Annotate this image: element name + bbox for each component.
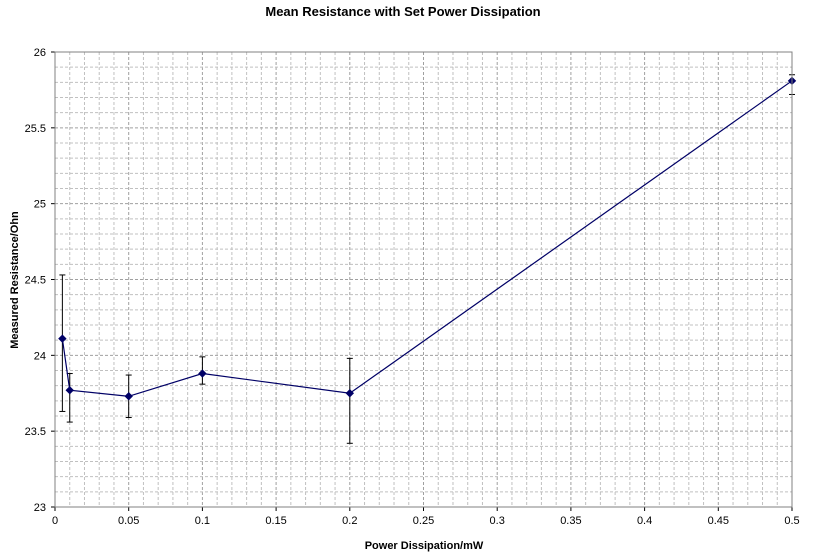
y-tick-label: 26 bbox=[34, 47, 46, 59]
x-tick-label: 0.4 bbox=[637, 515, 652, 527]
data-markers bbox=[58, 76, 797, 401]
x-tick-label: 0.25 bbox=[413, 515, 434, 527]
y-tick-label: 23 bbox=[34, 502, 46, 514]
tick-labels: 0 0.05 0.1 0.15 0.2 0.25 0.3 0.35 0.4 0.45 0.5 23 23… bbox=[25, 47, 800, 527]
error-bars bbox=[59, 74, 795, 444]
x-tick-label: 0.45 bbox=[708, 515, 729, 527]
x-tick-label: 0.2 bbox=[342, 515, 357, 527]
chart-title: Mean Resistance with Set Power Dissipati… bbox=[265, 4, 540, 19]
x-tick-label: 0.5 bbox=[784, 515, 799, 527]
x-tick-label: 0.15 bbox=[265, 515, 286, 527]
x-axis-label: Power Dissipation/mW bbox=[365, 540, 484, 552]
data-point-marker bbox=[65, 386, 74, 395]
x-tick-label: 0.1 bbox=[195, 515, 210, 527]
data-point-marker bbox=[198, 369, 207, 378]
series-line bbox=[61, 80, 793, 397]
plot-area-frame bbox=[54, 51, 793, 508]
y-tick-label: 25 bbox=[34, 199, 46, 211]
data-point-marker bbox=[58, 334, 67, 343]
data-point-marker bbox=[345, 389, 355, 398]
x-tick-label: 0.05 bbox=[118, 515, 139, 527]
y-tick-label: 25.5 bbox=[25, 123, 46, 135]
x-tick-label: 0 bbox=[52, 515, 58, 527]
y-tick-label: 24.5 bbox=[25, 275, 46, 287]
y-tick-label: 23.5 bbox=[25, 426, 46, 438]
tick-marks bbox=[51, 51, 793, 511]
x-tick-label: 0.35 bbox=[560, 515, 581, 527]
data-point-marker bbox=[124, 392, 133, 401]
y-axis-label: Measured Resistance/Ohn bbox=[9, 211, 21, 349]
grid bbox=[54, 51, 793, 508]
x-tick-label: 0.3 bbox=[490, 515, 505, 527]
y-tick-label: 24 bbox=[34, 350, 46, 362]
